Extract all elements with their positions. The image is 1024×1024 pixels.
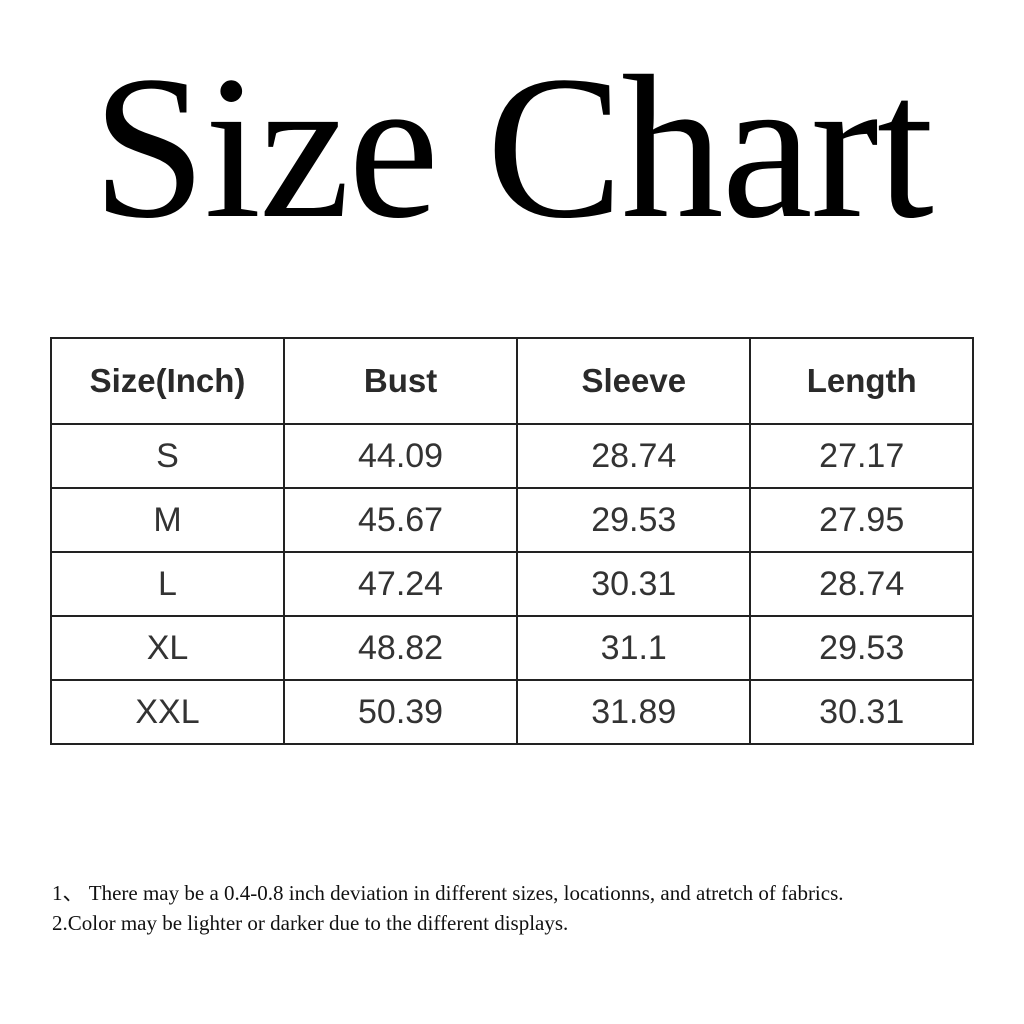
- table-row: L 47.24 30.31 28.74: [49, 551, 974, 617]
- cell-bust: 48.82: [283, 615, 519, 681]
- header-bust: Bust: [283, 337, 519, 425]
- cell-bust: 45.67: [283, 487, 519, 553]
- cell-sleeve: 31.1: [516, 615, 752, 681]
- table-row: XL 48.82 31.1 29.53: [49, 615, 974, 681]
- page-title: Size Chart: [92, 34, 934, 261]
- header-sleeve: Sleeve: [516, 337, 752, 425]
- cell-size: S: [49, 423, 286, 489]
- cell-bust: 50.39: [283, 679, 519, 745]
- cell-size: L: [49, 551, 286, 617]
- cell-bust: 44.09: [283, 423, 519, 489]
- cell-sleeve: 29.53: [516, 487, 752, 553]
- notes: 1、 There may be a 0.4-0.8 inch deviation…: [52, 878, 844, 938]
- cell-sleeve: 30.31: [516, 551, 752, 617]
- header-size: Size(Inch): [49, 337, 286, 425]
- cell-sleeve: 31.89: [516, 679, 752, 745]
- table-row: M 45.67 29.53 27.95: [49, 487, 974, 553]
- cell-length: 30.31: [749, 679, 974, 745]
- table-row: XXL 50.39 31.89 30.31: [49, 679, 974, 745]
- table-header-row: Size(Inch) Bust Sleeve Length: [49, 337, 974, 425]
- cell-sleeve: 28.74: [516, 423, 752, 489]
- cell-length: 29.53: [749, 615, 974, 681]
- note-1: 1、 There may be a 0.4-0.8 inch deviation…: [52, 881, 844, 905]
- cell-length: 27.17: [749, 423, 974, 489]
- note-2: 2.Color may be lighter or darker due to …: [52, 911, 569, 935]
- cell-size: XL: [49, 615, 286, 681]
- cell-length: 27.95: [749, 487, 974, 553]
- cell-size: XXL: [49, 679, 286, 745]
- cell-size: M: [49, 487, 286, 553]
- cell-length: 28.74: [749, 551, 974, 617]
- table-row: S 44.09 28.74 27.17: [49, 423, 974, 489]
- cell-bust: 47.24: [283, 551, 519, 617]
- header-length: Length: [749, 337, 974, 425]
- size-table: Size(Inch) Bust Sleeve Length S 44.09 28.7…: [49, 337, 974, 745]
